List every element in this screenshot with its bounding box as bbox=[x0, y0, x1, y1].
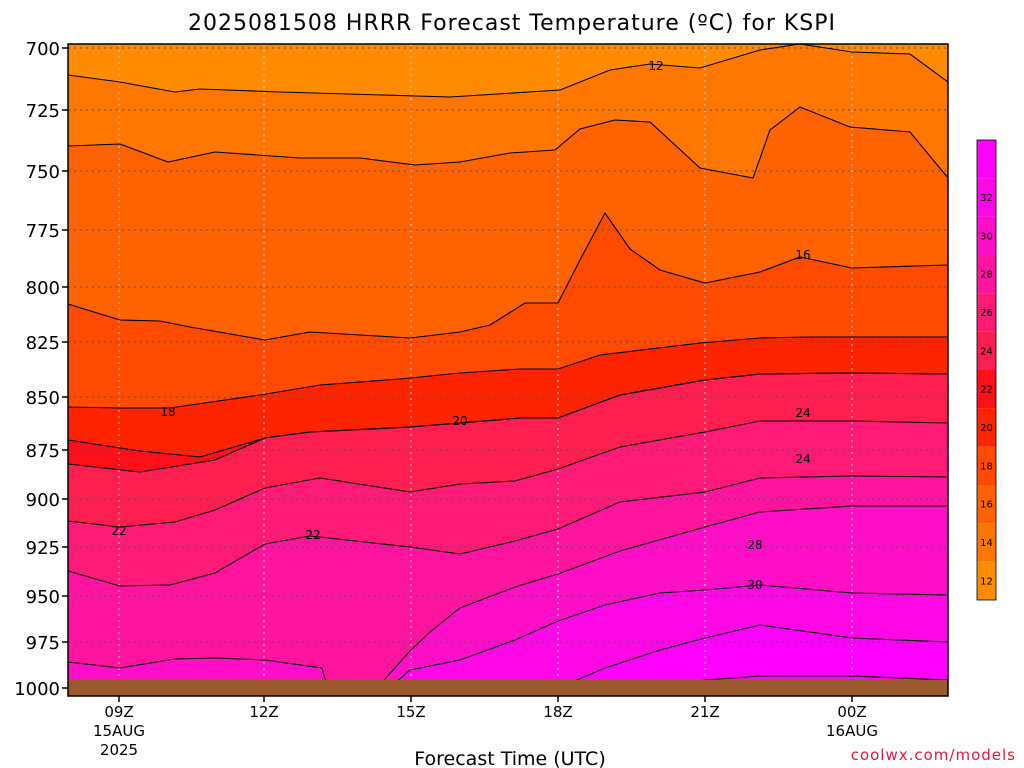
colorbar-box-4 bbox=[977, 408, 996, 447]
colorbar-box-9 bbox=[977, 216, 996, 255]
x-tick-label-5: 00Z bbox=[837, 703, 866, 721]
y-tick-label-12: 1000 bbox=[14, 679, 60, 700]
contour-line-5 bbox=[68, 372, 948, 473]
x-tick-label-1: 12Z bbox=[249, 703, 278, 721]
colorbar-label-5: 22 bbox=[980, 385, 993, 396]
y-tick-label-11: 975 bbox=[26, 633, 60, 654]
contour-label-2: 18 bbox=[160, 405, 175, 419]
credit-text: coolwx.com/models bbox=[851, 746, 1016, 764]
colorbar-label-10: 32 bbox=[980, 193, 993, 204]
colorbar-frame bbox=[976, 139, 997, 601]
y-tick-label-0: 700 bbox=[26, 39, 60, 60]
contour-line-2 bbox=[68, 211, 948, 341]
plot-frame bbox=[67, 43, 949, 697]
colorbar-label-2: 16 bbox=[980, 500, 993, 511]
contour-line-9 bbox=[68, 584, 948, 696]
colorbar-label-3: 18 bbox=[980, 461, 993, 472]
colorbar-label-0: 12 bbox=[980, 576, 993, 587]
y-axis: 700 725 750 775 800 825 850 875 900 925 950 975 1000 bbox=[14, 39, 68, 700]
y-tick-label-10: 950 bbox=[26, 587, 60, 608]
y-tick-label-8: 900 bbox=[26, 490, 60, 511]
y-tick-label-2: 750 bbox=[26, 162, 60, 183]
contour-label-1: 16 bbox=[795, 248, 810, 262]
colorbar-box-6 bbox=[977, 331, 996, 370]
contour-line-8 bbox=[68, 505, 948, 696]
colorbar-box-3 bbox=[977, 446, 996, 485]
y-tick-label-6: 850 bbox=[26, 388, 60, 409]
contour-label-5: 22 bbox=[305, 528, 320, 542]
contour-label-0: 12 bbox=[648, 59, 663, 73]
x-tick-label-3: 18Z bbox=[543, 703, 572, 721]
contour-line-3 bbox=[68, 336, 948, 409]
x-tick-year-0: 2025 bbox=[100, 741, 138, 759]
colorbar-box-2 bbox=[977, 485, 996, 524]
x-tick-date-5: 16AUG bbox=[826, 722, 878, 740]
contour-label-3: 20 bbox=[452, 414, 467, 428]
colorbar-label-4: 20 bbox=[980, 423, 993, 434]
contour-label-6: 24 bbox=[795, 406, 810, 420]
contour-line-1 bbox=[68, 106, 948, 179]
contour-line-7 bbox=[68, 475, 948, 587]
temperature-fills bbox=[68, 44, 948, 696]
x-tick-label-2: 15Z bbox=[396, 703, 425, 721]
x-tick-label-4: 21Z bbox=[690, 703, 719, 721]
colorbar-label-7: 26 bbox=[980, 308, 993, 319]
colorbar-box-7 bbox=[977, 293, 996, 332]
y-tick-label-7: 875 bbox=[26, 441, 60, 462]
y-tick-label-3: 775 bbox=[26, 221, 60, 242]
colorbar-box-10 bbox=[977, 178, 996, 217]
contour-line-6 bbox=[68, 420, 948, 528]
plot-area: 12 16 18 20 22 22 24 24 28 30 bbox=[68, 44, 948, 696]
y-tick-label-9: 925 bbox=[26, 538, 60, 559]
colorbar-label-6: 24 bbox=[980, 346, 993, 357]
colorbar-label-9: 30 bbox=[980, 231, 993, 242]
chart-title: 2025081508 HRRR Forecast Temperature (ºC… bbox=[188, 11, 836, 36]
y-tick-label-4: 800 bbox=[26, 278, 60, 299]
contour-label-9: 30 bbox=[747, 578, 762, 592]
colorbar-label-1: 14 bbox=[980, 538, 993, 549]
contour-label-7: 24 bbox=[795, 452, 810, 466]
colorbar-box-5 bbox=[977, 370, 996, 409]
colorbar-label-8: 28 bbox=[980, 270, 993, 281]
contour-label-4: 22 bbox=[111, 524, 126, 538]
colorbar: 12 14 16 18 20 22 24 26 28 30 32 bbox=[976, 139, 997, 601]
x-axis-title: Forecast Time (UTC) bbox=[414, 748, 605, 768]
colorbar-box-8 bbox=[977, 255, 996, 294]
contour-line-0 bbox=[68, 44, 948, 98]
contour-label-8: 28 bbox=[747, 538, 762, 552]
x-tick-date-0: 15AUG bbox=[93, 722, 145, 740]
contour-labels: 12 16 18 20 22 22 24 24 28 30 bbox=[111, 59, 810, 592]
band-fill-0 bbox=[68, 44, 948, 97]
y-tick-label-1: 725 bbox=[26, 101, 60, 122]
colorbar-box-0 bbox=[977, 561, 996, 600]
x-tick-label-0: 09Z bbox=[104, 703, 133, 721]
colorbar-box-1 bbox=[977, 523, 996, 562]
ground-surface bbox=[68, 680, 948, 696]
y-tick-label-5: 825 bbox=[26, 333, 60, 354]
colorbar-box-11 bbox=[977, 140, 996, 179]
